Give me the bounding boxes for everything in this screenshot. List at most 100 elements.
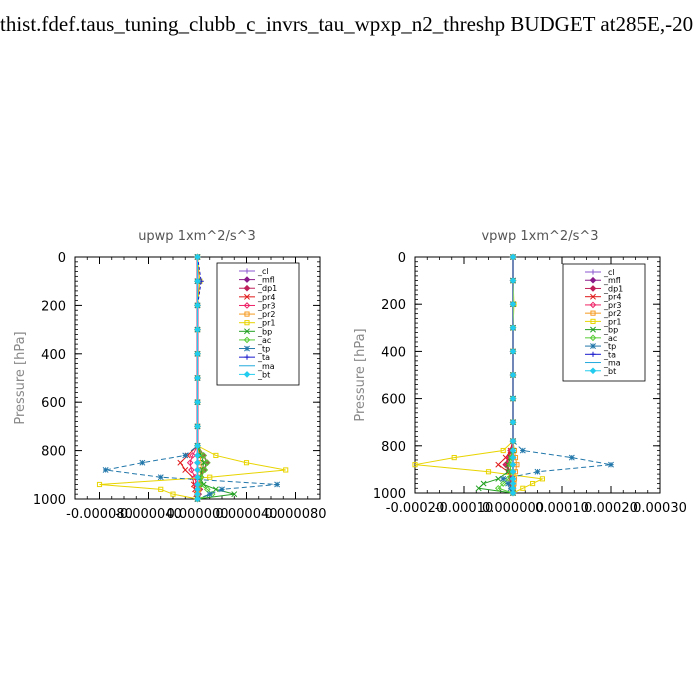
y-axis-label: Pressure [hPa] — [353, 328, 368, 421]
x-tick-label: -0.00020 — [386, 501, 444, 516]
data-point — [509, 324, 517, 332]
data-point — [509, 371, 517, 379]
legend-marker — [244, 354, 250, 360]
legend-item: _ta — [585, 350, 616, 359]
data-point — [201, 466, 209, 474]
data-point — [539, 476, 545, 482]
data-point — [194, 473, 201, 481]
legend-label: _mfl — [603, 276, 621, 285]
legend-item: _tp — [585, 342, 616, 351]
data-point — [274, 481, 281, 488]
data-point — [194, 423, 201, 430]
legend-marker — [244, 268, 250, 274]
legend-marker — [589, 334, 597, 342]
chart-panel-2: vpwp 1xm^2/s^3 Pressure [hPa] 0 200 400 600 80… — [353, 229, 687, 516]
data-point — [189, 452, 196, 459]
data-point — [520, 485, 526, 491]
legend-item: _bp — [585, 326, 618, 335]
legend-item: _ac — [239, 336, 271, 345]
data-point — [534, 468, 541, 475]
data-point — [509, 253, 517, 261]
legend-label: _pr3 — [603, 301, 621, 310]
x-tick-label: 0.00020 — [584, 501, 638, 516]
data-point — [451, 455, 457, 461]
x-tick-label: 0.000000 — [482, 501, 544, 516]
y-tick-label: 0 — [58, 251, 66, 266]
data-point — [182, 452, 189, 459]
series-bp — [475, 254, 516, 496]
series-bt — [509, 253, 517, 497]
legend-label: _pr2 — [603, 309, 621, 318]
data-point — [509, 461, 517, 468]
data-point — [194, 459, 201, 467]
legend-marker — [243, 336, 251, 344]
data-point — [157, 474, 164, 481]
legend-marker — [590, 351, 596, 357]
data-point — [568, 454, 575, 461]
data-point — [608, 461, 614, 468]
data-point — [182, 467, 189, 473]
data-point — [502, 454, 509, 461]
legend-item: _mfl — [585, 276, 621, 285]
legend-marker — [589, 301, 597, 309]
data-point — [194, 495, 201, 503]
chart-title: upwp 1xm^2/s^3 — [138, 229, 256, 244]
legend-marker — [244, 320, 250, 326]
legend-item: _ma — [239, 362, 275, 371]
data-point — [500, 475, 507, 482]
legend-item: _pr1 — [239, 319, 275, 328]
data-point — [509, 468, 517, 476]
data-point — [519, 447, 526, 454]
legend-label: _pr3 — [257, 301, 275, 310]
legend-label: _ma — [603, 359, 621, 368]
data-point — [158, 486, 164, 492]
x-tick-label: -0.000080 — [66, 507, 133, 522]
x-tick-label: -0.000040 — [115, 507, 182, 522]
y-tick-label: 400 — [41, 348, 66, 363]
legend-item: _cl — [239, 267, 269, 276]
data-point — [194, 442, 201, 450]
legend-marker — [243, 371, 251, 378]
legend-label: _cl — [603, 268, 615, 277]
data-point — [509, 418, 517, 426]
series-pr1 — [412, 254, 545, 496]
data-point — [500, 447, 506, 454]
legend-label: _ta — [603, 350, 616, 359]
chart-title: vpwp 1xm^2/s^3 — [481, 229, 598, 244]
legend-item: _mfl — [239, 276, 275, 285]
y-tick-label: 600 — [41, 396, 66, 411]
legend-label: _tp — [257, 345, 270, 354]
y-tick-label: 800 — [41, 445, 66, 460]
y-tick-label: 0 — [398, 251, 406, 266]
legend-marker — [590, 326, 596, 333]
data-point — [509, 454, 517, 461]
data-point — [505, 480, 512, 487]
data-point — [212, 486, 219, 493]
legend-marker — [590, 269, 596, 275]
data-point — [194, 350, 201, 358]
y-tick-label: 1000 — [373, 487, 406, 502]
series-line — [414, 257, 545, 494]
legend-item: _cl — [585, 268, 615, 277]
legend-label: _dp1 — [257, 284, 277, 293]
data-point — [485, 469, 492, 475]
legend-label: _ta — [257, 353, 270, 362]
data-point — [203, 459, 211, 467]
legend-item: _ac — [585, 334, 617, 343]
legend-item: _dp1 — [585, 284, 623, 293]
legend-label: _bt — [603, 367, 616, 376]
data-point — [509, 447, 517, 454]
legend-item: _pr3 — [585, 301, 621, 310]
x-tick-label: 0.000040 — [215, 507, 277, 522]
data-point — [194, 374, 201, 382]
data-point — [530, 480, 536, 487]
legend-label: _pr4 — [603, 293, 621, 302]
legend-label: _ac — [257, 336, 271, 345]
data-point — [102, 467, 109, 473]
y-tick-label: 1000 — [33, 493, 66, 508]
chart-panel-1: upwp 1xm^2/s^3 Pressure [hPa] 0 200 400 600 80… — [13, 229, 327, 522]
legend-label: _bp — [257, 327, 272, 336]
data-point — [139, 459, 146, 466]
legend-label: _dp1 — [603, 284, 623, 293]
